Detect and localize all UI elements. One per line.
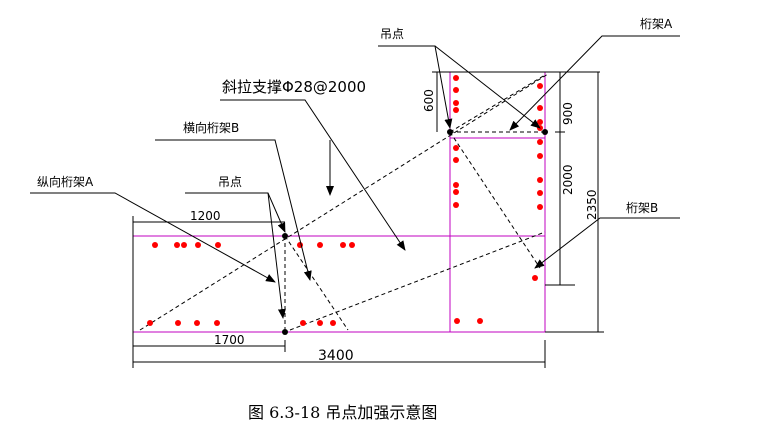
- dimension: 2000: [561, 164, 575, 195]
- label: 纵向桁架A: [37, 174, 94, 189]
- dimension-lines: [132, 71, 604, 368]
- label: 吊点: [380, 27, 404, 41]
- outline: [132, 71, 546, 333]
- dimension: 3400: [318, 348, 354, 364]
- caption: 图 6.3-18 吊点加强示意图: [248, 403, 437, 422]
- dashed-lines: [139, 73, 549, 332]
- dimension: 2350: [585, 189, 599, 220]
- dimension: 1200: [190, 209, 221, 223]
- rebars: [147, 75, 543, 326]
- label: 横向桁架B: [183, 120, 239, 135]
- dimension: 1700: [214, 333, 245, 347]
- label: 斜拉支撑Φ28@2000: [222, 78, 366, 96]
- hoist-points: [282, 129, 548, 335]
- label: 桁架B: [626, 201, 658, 215]
- dimension: 600: [422, 89, 436, 112]
- label: 桁架A: [640, 17, 673, 31]
- leaders: [30, 35, 680, 319]
- dimension: 900: [561, 102, 575, 125]
- label: 吊点: [218, 175, 242, 189]
